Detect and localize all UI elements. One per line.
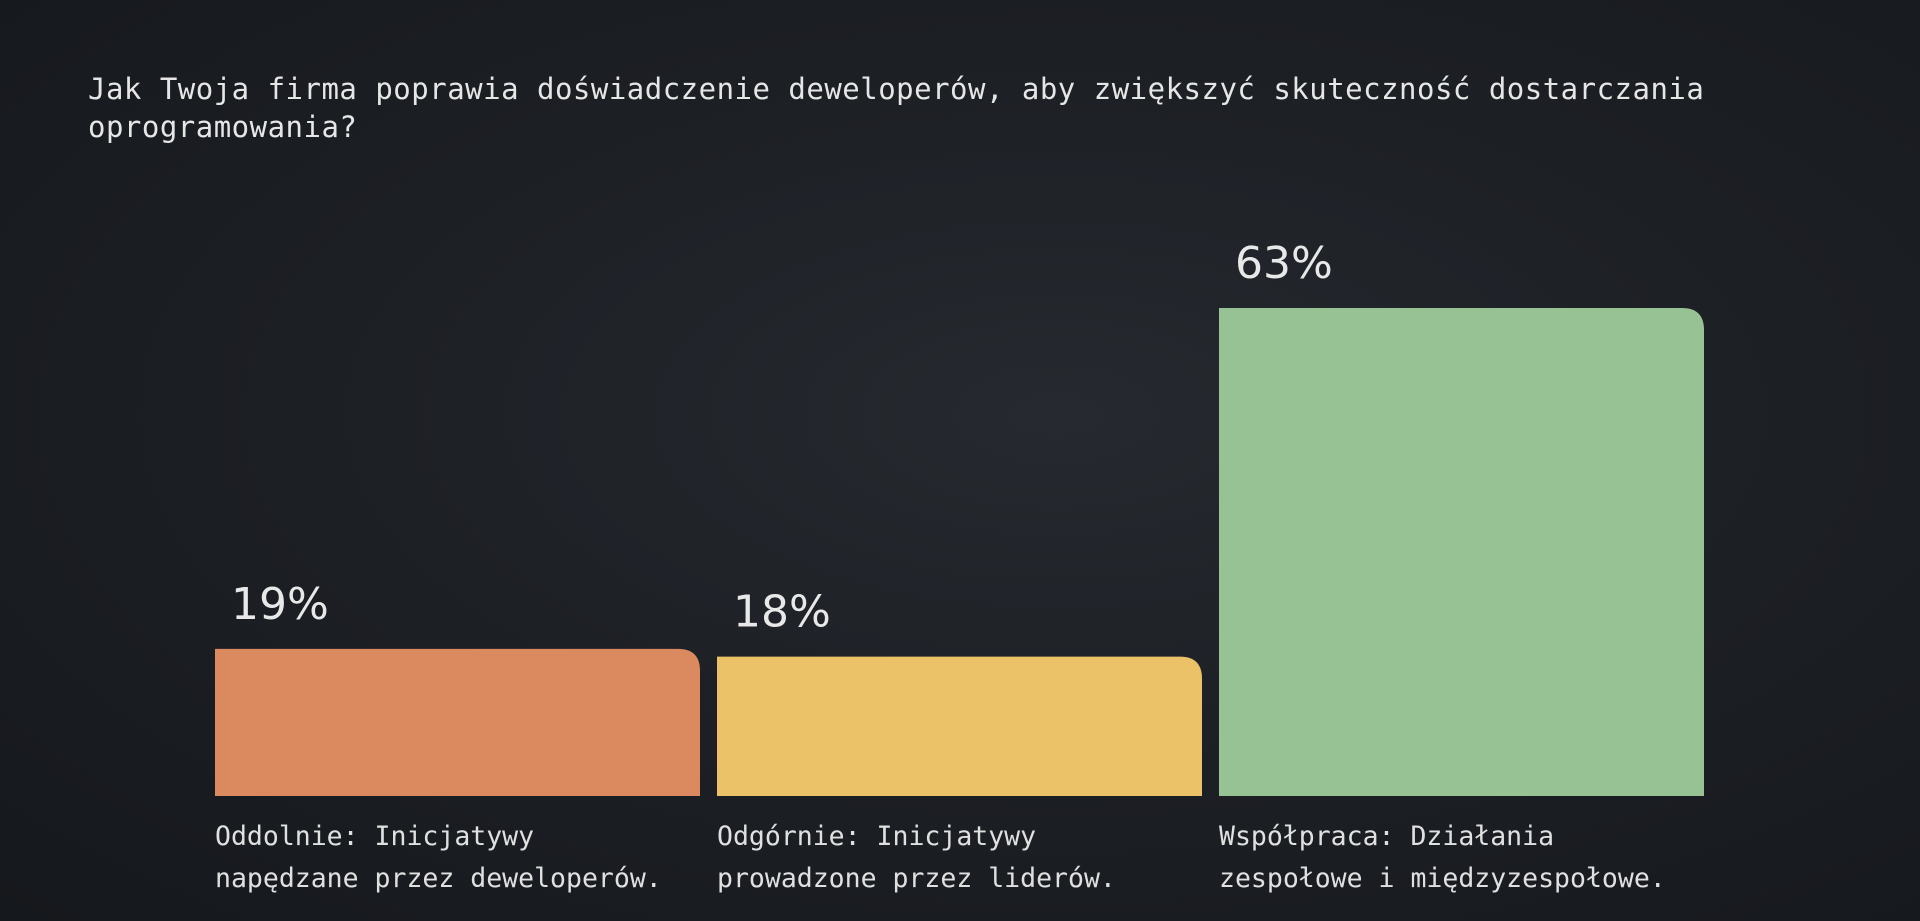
category-label-3-line-1: Współpraca: Działania [1219, 821, 1554, 852]
category-label-2-line-1: Odgórnie: Inicjatywy [717, 821, 1036, 852]
value-label-1: 19% [231, 579, 329, 630]
category-label-1-line-1: Oddolnie: Inicjatywy [215, 821, 534, 852]
bar-2 [717, 656, 1202, 796]
category-label-3-line-2: zespołowe i międzyzespołowe. [1219, 863, 1666, 894]
chart-question-title: Jak Twoja firma poprawia doświadczenie d… [88, 72, 1705, 144]
value-label-3: 63% [1235, 238, 1333, 289]
bar-1 [215, 648, 700, 796]
category-label-2-line-2: prowadzone przez liderów. [717, 863, 1116, 894]
bar-3 [1219, 308, 1704, 796]
category-label-1-line-2: napędzane przez deweloperów. [215, 863, 662, 894]
value-label-2: 18% [733, 587, 831, 638]
